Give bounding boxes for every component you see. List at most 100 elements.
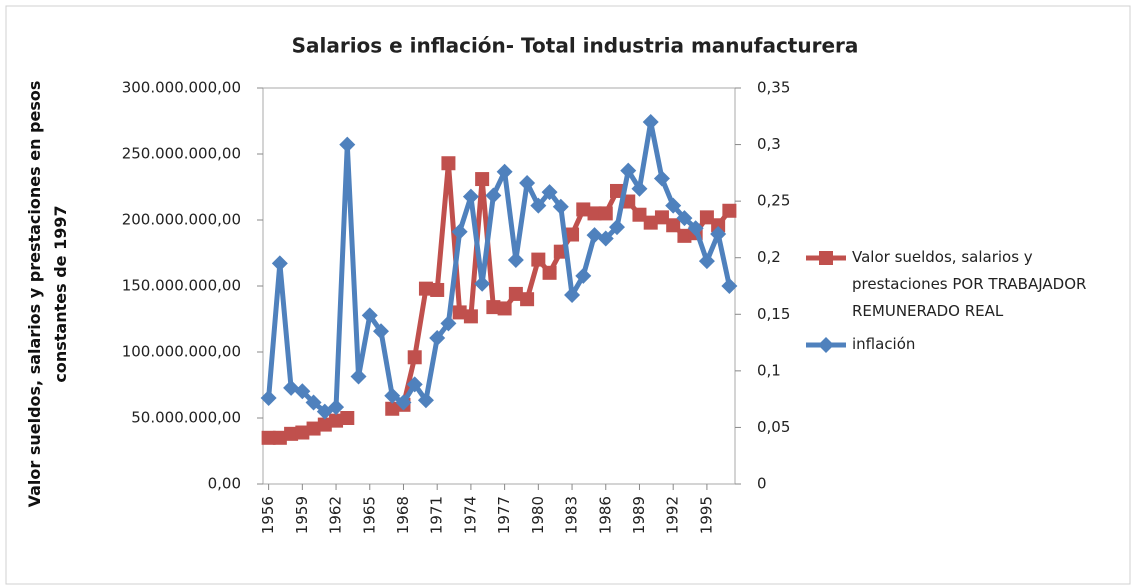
series-line (266, 119, 732, 415)
y-tick-label: 300.000.000,00 (122, 79, 241, 97)
point (610, 183, 624, 198)
point (687, 220, 704, 237)
x-tick-label: 1977 (495, 496, 513, 534)
x-tick-label: 1968 (394, 496, 412, 534)
point (722, 203, 737, 218)
point (361, 307, 378, 324)
point (666, 218, 681, 233)
x-tick-label: 1992 (664, 496, 682, 534)
point (653, 170, 670, 187)
point (284, 426, 299, 441)
point (564, 287, 581, 304)
point (430, 282, 445, 297)
y-axis-label: Valor sueldos, salarios y prestaciones e… (25, 80, 70, 508)
y-tick-label: 200.000.000,00 (122, 211, 241, 229)
point (508, 286, 523, 301)
point (496, 163, 513, 180)
x-tick-label: 1995 (697, 496, 715, 534)
point (463, 309, 478, 324)
point (385, 401, 400, 416)
point (329, 413, 344, 428)
legend-marker (819, 251, 833, 265)
point (260, 390, 277, 407)
x-tick-label: 1974 (461, 496, 479, 534)
point (486, 300, 501, 315)
y2-tick-label: 0,3 (757, 135, 781, 153)
y-tick-label: 250.000.000,00 (122, 145, 241, 163)
x-tick-label: 1959 (293, 496, 311, 534)
point (620, 162, 637, 179)
x-tick-label: 1956 (259, 496, 277, 534)
point (520, 292, 535, 307)
x-tick-label: 1965 (360, 496, 378, 534)
point (441, 156, 456, 171)
point (665, 197, 682, 214)
point (440, 315, 457, 332)
point (406, 376, 423, 393)
chart-title: Salarios e inflación- Total industria ma… (292, 34, 859, 58)
point (339, 136, 356, 153)
point (676, 210, 693, 227)
point (542, 265, 557, 280)
point (541, 184, 558, 201)
point (305, 394, 322, 411)
point (306, 421, 321, 436)
point (531, 252, 546, 267)
point (677, 228, 692, 243)
point (497, 301, 512, 316)
point (417, 392, 434, 409)
x-tick-label: 1983 (563, 496, 581, 534)
point (565, 227, 580, 242)
x-tick-label: 1980 (529, 496, 547, 534)
point (261, 430, 276, 445)
point (485, 187, 502, 204)
point (407, 350, 422, 365)
point (654, 210, 669, 225)
point (711, 218, 726, 233)
y2-tick-label: 0,35 (757, 79, 790, 97)
point (699, 210, 714, 225)
y-tick-label: 150.000.000,00 (122, 277, 241, 295)
point (609, 219, 625, 236)
legend-label: inflación (852, 335, 916, 353)
point (295, 425, 310, 440)
point (598, 206, 613, 221)
point (631, 180, 648, 197)
point (597, 230, 614, 247)
point (721, 278, 738, 294)
point (294, 383, 311, 400)
point (328, 399, 345, 416)
point (475, 172, 490, 187)
point (462, 188, 479, 205)
point (395, 394, 412, 411)
y2-tick-label: 0,1 (757, 361, 781, 379)
x-tick-label: 1986 (596, 496, 614, 534)
y-tick-label: 50.000.000,00 (131, 409, 241, 427)
point (575, 267, 592, 284)
point (519, 175, 536, 192)
point (271, 255, 288, 272)
point (429, 330, 446, 347)
y2-tick-label: 0,25 (757, 192, 790, 210)
point (507, 251, 524, 268)
point (576, 202, 591, 217)
point (350, 368, 367, 385)
point (632, 207, 647, 222)
point (452, 305, 467, 320)
point (272, 430, 287, 445)
point (340, 411, 355, 425)
point (451, 223, 468, 240)
point (373, 323, 389, 340)
point (317, 417, 332, 432)
point (552, 198, 569, 215)
legend-label: Valor sueldos, salarios y prestaciones P… (852, 248, 1087, 320)
y2-tick-label: 0,05 (757, 418, 790, 436)
legend-marker (818, 337, 834, 353)
point (587, 206, 602, 221)
x-tick-label: 1971 (428, 496, 446, 534)
point (710, 225, 727, 242)
point (384, 387, 401, 404)
point (474, 275, 491, 292)
y-tick-label: 100.000.000,00 (122, 343, 241, 361)
